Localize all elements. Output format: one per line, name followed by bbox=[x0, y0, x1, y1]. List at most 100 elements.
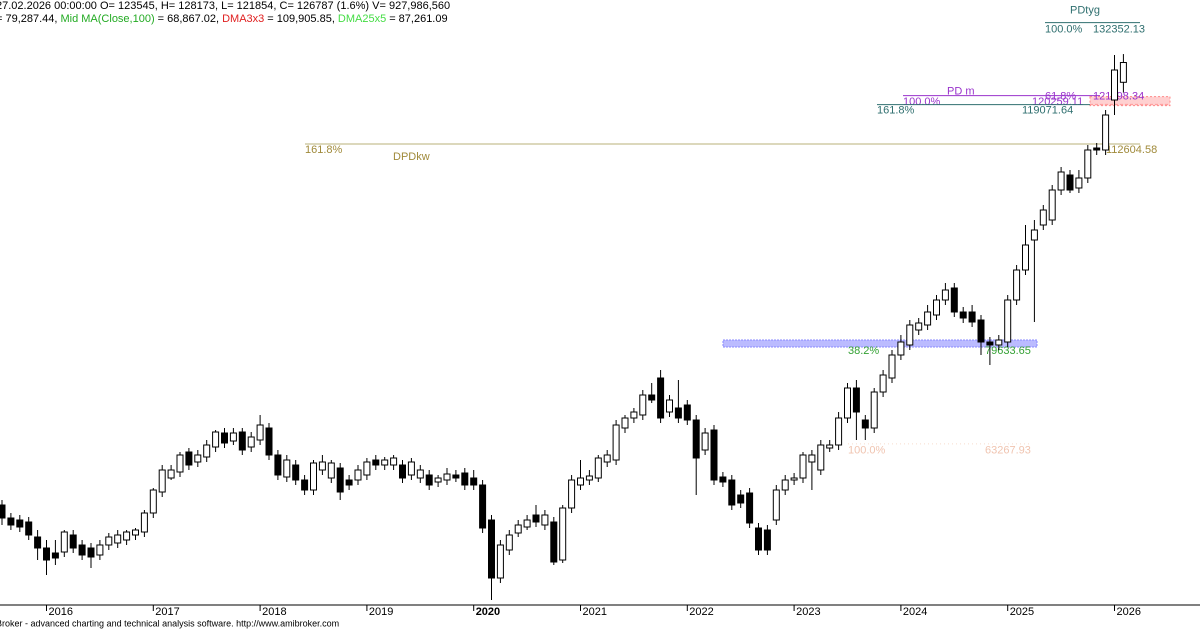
level-price: 63267.93 bbox=[985, 445, 1031, 457]
candle-body bbox=[817, 444, 825, 471]
candle-body bbox=[1093, 147, 1101, 151]
candle-body bbox=[1048, 189, 1056, 221]
candle-body bbox=[203, 444, 211, 458]
candle-body bbox=[879, 374, 887, 393]
candle-body bbox=[1039, 209, 1047, 226]
x-tick-label: 2022 bbox=[689, 606, 713, 618]
candle-body bbox=[69, 534, 77, 549]
info-line: 27.02.2026 00:00:00 O= 123545, H= 128173… bbox=[0, 0, 450, 12]
candle-body bbox=[915, 322, 923, 331]
candle-body bbox=[114, 534, 122, 544]
candle-body bbox=[452, 474, 460, 479]
candle-body bbox=[1084, 149, 1092, 179]
candle-body bbox=[25, 521, 33, 536]
candle-body bbox=[221, 432, 228, 444]
level-price: 112604.58 bbox=[1106, 144, 1157, 156]
candle-body bbox=[870, 391, 878, 429]
candle-body bbox=[158, 469, 166, 493]
candle-body bbox=[1066, 174, 1074, 191]
candle-body bbox=[34, 536, 42, 549]
candle-body bbox=[666, 399, 673, 413]
x-tick-label: 2017 bbox=[155, 606, 179, 618]
candle-body bbox=[425, 474, 433, 486]
level-pct: 100.0% bbox=[848, 445, 886, 457]
candle-body bbox=[1013, 269, 1021, 301]
level-price: 119071.64 bbox=[1022, 104, 1073, 116]
candle-body bbox=[416, 469, 424, 479]
candle-body bbox=[1075, 177, 1083, 189]
candle-body bbox=[78, 544, 86, 556]
candle-body bbox=[479, 484, 487, 529]
candle-body bbox=[603, 454, 611, 463]
candle-body bbox=[229, 432, 237, 442]
candle-body bbox=[381, 459, 389, 466]
info-segment: Mid MA(Close,100) bbox=[60, 13, 154, 25]
candle-body bbox=[123, 531, 131, 541]
level-pct: 100.0% bbox=[903, 96, 941, 108]
candle-body bbox=[844, 387, 851, 419]
x-tick-label: 2020 bbox=[476, 606, 500, 618]
x-tick-label: 2021 bbox=[583, 606, 607, 618]
level-pct: 161.8% bbox=[305, 144, 343, 156]
candle-body bbox=[256, 424, 264, 441]
candle-body bbox=[488, 519, 495, 579]
candle-body bbox=[621, 417, 629, 429]
candle-body bbox=[505, 534, 513, 551]
candle-body bbox=[345, 479, 353, 486]
info-segment: DMA3x3 bbox=[222, 13, 264, 25]
info-segment: = 79,287.44, bbox=[0, 13, 57, 25]
candle-body bbox=[292, 464, 300, 481]
candle-body bbox=[897, 341, 905, 356]
candle-body bbox=[710, 429, 718, 481]
candle-body bbox=[194, 454, 202, 463]
candle-body bbox=[0, 504, 6, 519]
candle-body bbox=[719, 476, 727, 483]
candle-body bbox=[514, 524, 522, 534]
candle-body bbox=[470, 477, 478, 486]
info-segment: = 109,905.85, bbox=[267, 13, 335, 25]
candle-body bbox=[683, 404, 691, 421]
candle-body bbox=[247, 436, 255, 448]
candle-body bbox=[808, 454, 816, 463]
candle-body bbox=[835, 417, 843, 446]
x-tick-label: 2016 bbox=[49, 606, 73, 618]
candle-body bbox=[523, 519, 531, 528]
candle-body bbox=[852, 387, 860, 413]
candle-body bbox=[265, 427, 273, 456]
candle-body bbox=[772, 489, 780, 521]
candle-body bbox=[274, 454, 282, 476]
candle-body bbox=[1022, 244, 1029, 271]
candle-body bbox=[390, 457, 398, 466]
candle-body bbox=[701, 432, 709, 451]
candle-body bbox=[167, 469, 175, 479]
candle-body bbox=[87, 547, 95, 558]
candle-body bbox=[968, 311, 976, 323]
candle-body bbox=[336, 467, 344, 493]
candle-body bbox=[888, 354, 896, 379]
candle-body bbox=[541, 514, 549, 526]
x-tick-label: 2025 bbox=[1010, 606, 1034, 618]
candle-body bbox=[763, 529, 771, 551]
candle-body bbox=[1030, 229, 1038, 241]
candle-body bbox=[96, 544, 104, 556]
candle-body bbox=[986, 341, 994, 346]
candle-body bbox=[185, 451, 193, 466]
candle-body bbox=[363, 461, 371, 476]
candle-body bbox=[1111, 69, 1118, 101]
candle-body bbox=[301, 479, 309, 491]
x-tick-label: 2019 bbox=[369, 606, 393, 618]
info-line: = 79,287.44, Mid MA(Close,100) = 68,867.02… bbox=[0, 13, 448, 25]
candle-body bbox=[238, 431, 246, 451]
candle-body bbox=[559, 507, 567, 561]
candle-body bbox=[933, 299, 940, 316]
candle-body bbox=[728, 479, 736, 506]
level-name: PDtyg bbox=[1070, 4, 1100, 16]
candle-body bbox=[1102, 114, 1110, 151]
candle-body bbox=[532, 514, 540, 523]
x-tick-label: 2023 bbox=[796, 606, 820, 618]
candle-body bbox=[639, 394, 647, 416]
candle-body bbox=[399, 464, 406, 479]
candle-body bbox=[318, 461, 326, 471]
x-tick-label: 2024 bbox=[903, 606, 927, 618]
